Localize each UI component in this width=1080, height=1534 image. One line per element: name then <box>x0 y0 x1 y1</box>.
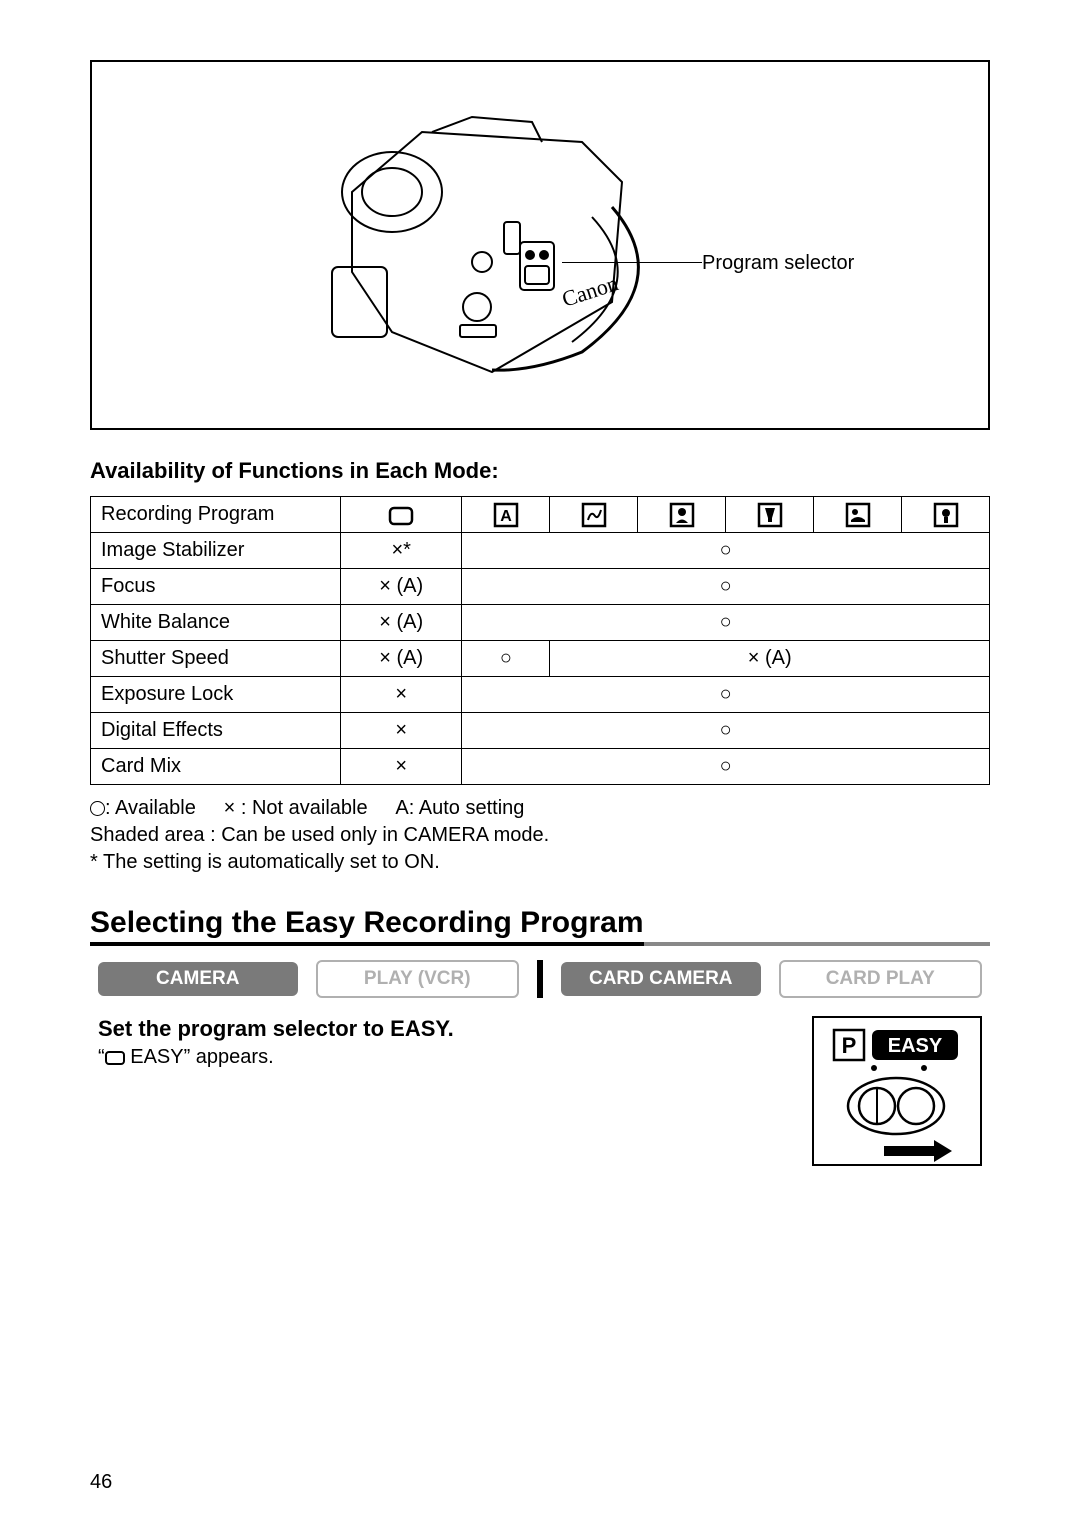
section-title: Selecting the Easy Recording Program <box>90 906 990 946</box>
callout-line <box>562 262 702 263</box>
mode-icon-portrait <box>638 497 726 533</box>
availability-table: Recording Program A Imag <box>90 496 990 785</box>
header-label: Recording Program <box>91 497 341 533</box>
mode-icon-low-light <box>902 497 990 533</box>
easy-selector-diagram: P EASY <box>812 1016 982 1166</box>
program-selector-label: Program selector <box>702 252 854 275</box>
table-row: Exposure Lock × ○ <box>91 677 990 713</box>
svg-text:Canon: Canon <box>559 270 621 312</box>
mode-play-vcr: PLAY (VCR) <box>316 960 520 998</box>
mode-icon-auto: A <box>462 497 550 533</box>
table-row: Focus × (A) ○ <box>91 569 990 605</box>
easy-label: EASY <box>888 1035 943 1057</box>
table-legend: : Available × : Not available A: Auto se… <box>90 795 990 876</box>
mode-icon-sand-snow <box>814 497 902 533</box>
mode-icon-sports <box>550 497 638 533</box>
mode-indicator-row: CAMERA PLAY (VCR) CARD CAMERA CARD PLAY <box>90 960 990 998</box>
availability-heading: Availability of Functions in Each Mode: <box>90 458 990 484</box>
table-row: Card Mix × ○ <box>91 749 990 785</box>
instruction-text: Set the program selector to EASY. “ EASY… <box>98 1016 792 1069</box>
manual-page: Canon Program selector Availability of F… <box>0 0 1080 1534</box>
table-row: Shutter Speed × (A) ○ × (A) <box>91 641 990 677</box>
table-header-row: Recording Program A <box>91 497 990 533</box>
circle-icon <box>90 801 105 816</box>
camera-diagram-box: Canon Program selector <box>90 60 990 430</box>
camcorder-illustration: Canon <box>282 72 682 422</box>
table-row: White Balance × (A) ○ <box>91 605 990 641</box>
instruction-row: Set the program selector to EASY. “ EASY… <box>90 1016 990 1166</box>
mode-icon-spotlight <box>726 497 814 533</box>
table-row: Image Stabilizer ×* ○ <box>91 533 990 569</box>
cross-icon: × <box>224 797 241 819</box>
table-row: Digital Effects × ○ <box>91 713 990 749</box>
svg-text:A: A <box>500 508 512 525</box>
mode-icon-easy <box>341 497 462 533</box>
p-label: P <box>842 1033 857 1058</box>
mode-camera: CAMERA <box>98 962 298 996</box>
page-number: 46 <box>90 1471 112 1494</box>
mode-card-play: CARD PLAY <box>779 960 983 998</box>
mode-card-camera: CARD CAMERA <box>561 962 761 996</box>
instruction-main: Set the program selector to EASY. <box>98 1016 792 1042</box>
easy-rect-icon <box>105 1051 125 1065</box>
instruction-sub: “ EASY” appears. <box>98 1046 792 1069</box>
mode-divider <box>537 960 543 998</box>
